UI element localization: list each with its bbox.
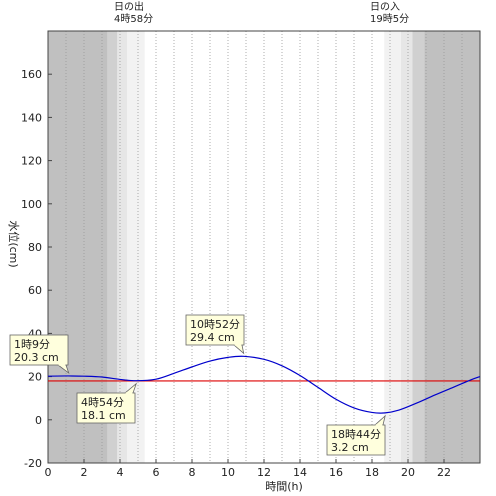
annotation-time: 1時9分 — [14, 338, 50, 351]
x-tick-label: 2 — [81, 466, 88, 479]
annotation-value: 29.4 cm — [190, 331, 235, 344]
annotation-time: 10時52分 — [190, 318, 240, 331]
x-tick-label: 14 — [293, 466, 307, 479]
sunrise-band — [127, 31, 145, 463]
y-tick-label: 80 — [28, 241, 42, 254]
x-tick-label: 0 — [45, 466, 52, 479]
sunset-label: 日の入 19時5分 — [370, 2, 409, 26]
y-tick-label: 20 — [28, 371, 42, 384]
y-tick-label: 100 — [21, 198, 42, 211]
x-tick-label: 16 — [329, 466, 343, 479]
sunset-time: 19時5分 — [370, 14, 410, 25]
x-tick-label: 8 — [189, 466, 196, 479]
y-tick-label: 140 — [21, 111, 42, 124]
night-shade-1 — [424, 31, 480, 463]
x-tick-label: 18 — [365, 466, 379, 479]
sunrise-label-text: 日の出 — [114, 2, 144, 13]
y-tick-label: 120 — [21, 155, 42, 168]
annotation-value: 3.2 cm — [331, 441, 369, 454]
annotation-box — [9, 334, 69, 366]
annotation-box — [76, 392, 136, 424]
x-tick-label: 4 — [117, 466, 124, 479]
tide-line-0 — [47, 355, 481, 414]
annotation-time: 4時54分 — [81, 396, 124, 409]
sunset-label-text: 日の入 — [370, 2, 400, 13]
y-tick-label: 160 — [21, 68, 42, 81]
twilight-shade-0-a — [107, 31, 118, 463]
annotation-box — [326, 424, 386, 456]
annotation-time: 18時44分 — [331, 428, 381, 441]
annotation-value: 20.3 cm — [14, 351, 59, 364]
x-tick-label: 12 — [257, 466, 271, 479]
y-tick-label: -20 — [24, 457, 42, 470]
sunset-band — [384, 31, 401, 463]
annotation-box — [185, 314, 245, 346]
y-tick-label: 0 — [35, 414, 42, 427]
y-tick-label: 60 — [28, 284, 42, 297]
twilight-shade-1-a — [400, 31, 413, 463]
x-axis-label: 時間(h) — [265, 480, 303, 493]
x-tick-label: 20 — [401, 466, 415, 479]
x-tick-label: 6 — [153, 466, 160, 479]
twilight-shade-0-b — [117, 31, 128, 463]
twilight-shade-1-b — [412, 31, 425, 463]
annotation-value: 18.1 cm — [81, 409, 126, 422]
night-shade-0 — [48, 31, 108, 463]
x-tick-label: 22 — [437, 466, 451, 479]
x-tick-label: 10 — [221, 466, 235, 479]
sunrise-time: 4時58分 — [114, 14, 154, 25]
sunrise-label: 日の出 4時58分 — [114, 2, 153, 26]
y-axis-label: 水位(cm) — [7, 220, 21, 267]
